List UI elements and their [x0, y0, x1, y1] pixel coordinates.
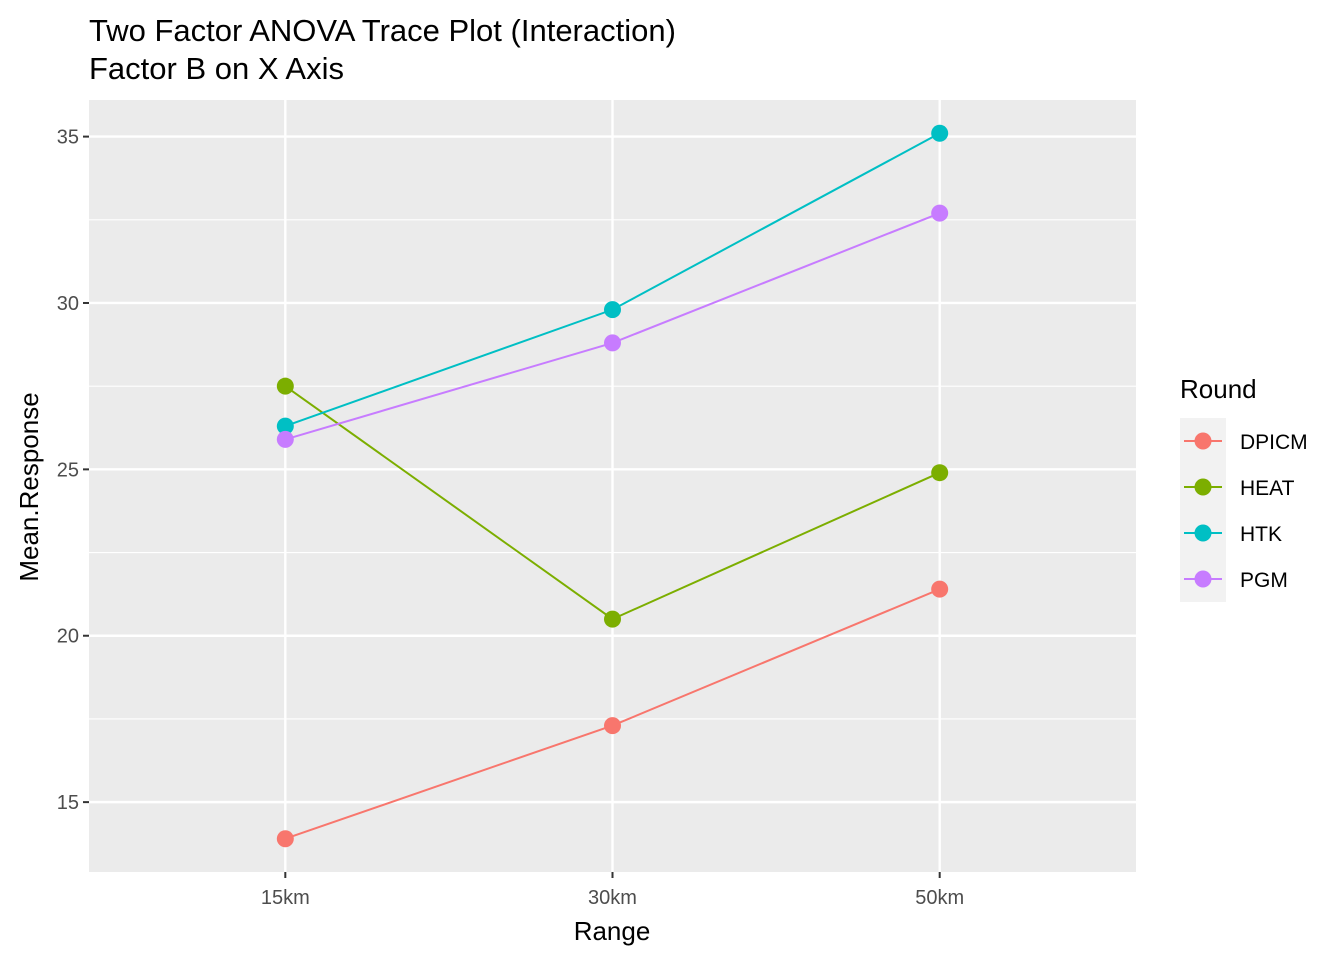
- chart-subtitle: Factor B on X Axis: [89, 51, 344, 86]
- y-axis: 15 20 25 30 35: [57, 127, 89, 814]
- y-axis-title: Mean.Response: [14, 392, 44, 581]
- point-htk-50km: [931, 124, 949, 142]
- point-htk-30km: [604, 301, 621, 319]
- legend-key-point-heat: [1194, 478, 1212, 496]
- y-tick-label: 35: [57, 127, 79, 149]
- point-pgm-50km: [931, 204, 949, 222]
- x-tick-label: 50km: [915, 887, 964, 909]
- x-tick-label: 15km: [261, 887, 310, 909]
- legend-label-htk: HTK: [1240, 523, 1282, 546]
- point-dpicm-15km: [276, 830, 294, 848]
- point-heat-50km: [931, 464, 949, 482]
- legend-label-pgm: PGM: [1240, 569, 1288, 592]
- legend-key-point-htk: [1194, 524, 1212, 542]
- point-dpicm-50km: [931, 580, 949, 598]
- legend-key-point-dpicm: [1194, 432, 1212, 450]
- chart-title: Two Factor ANOVA Trace Plot (Interaction…: [89, 13, 676, 48]
- legend-key-point-pgm: [1194, 570, 1212, 588]
- point-heat-15km: [276, 377, 294, 395]
- point-pgm-15km: [276, 430, 294, 448]
- grid-major: [89, 100, 1136, 872]
- legend: Round DPICM HEAT HTK PGM: [1180, 374, 1308, 602]
- legend-label-heat: HEAT: [1240, 477, 1295, 500]
- x-axis: 15km 30km 50km: [261, 872, 964, 909]
- x-tick-label: 30km: [588, 887, 637, 909]
- point-htk-15km: [276, 417, 294, 435]
- point-heat-30km: [604, 610, 621, 628]
- y-tick-label: 15: [57, 792, 79, 814]
- y-tick-label: 20: [57, 626, 79, 648]
- x-axis-title: Range: [574, 916, 651, 946]
- series-points: [276, 124, 949, 848]
- point-dpicm-30km: [604, 717, 621, 735]
- y-tick-label: 25: [57, 459, 79, 481]
- point-pgm-30km: [604, 334, 621, 352]
- legend-title: Round: [1180, 374, 1257, 404]
- y-tick-label: 30: [57, 293, 79, 315]
- legend-label-dpicm: DPICM: [1240, 431, 1308, 454]
